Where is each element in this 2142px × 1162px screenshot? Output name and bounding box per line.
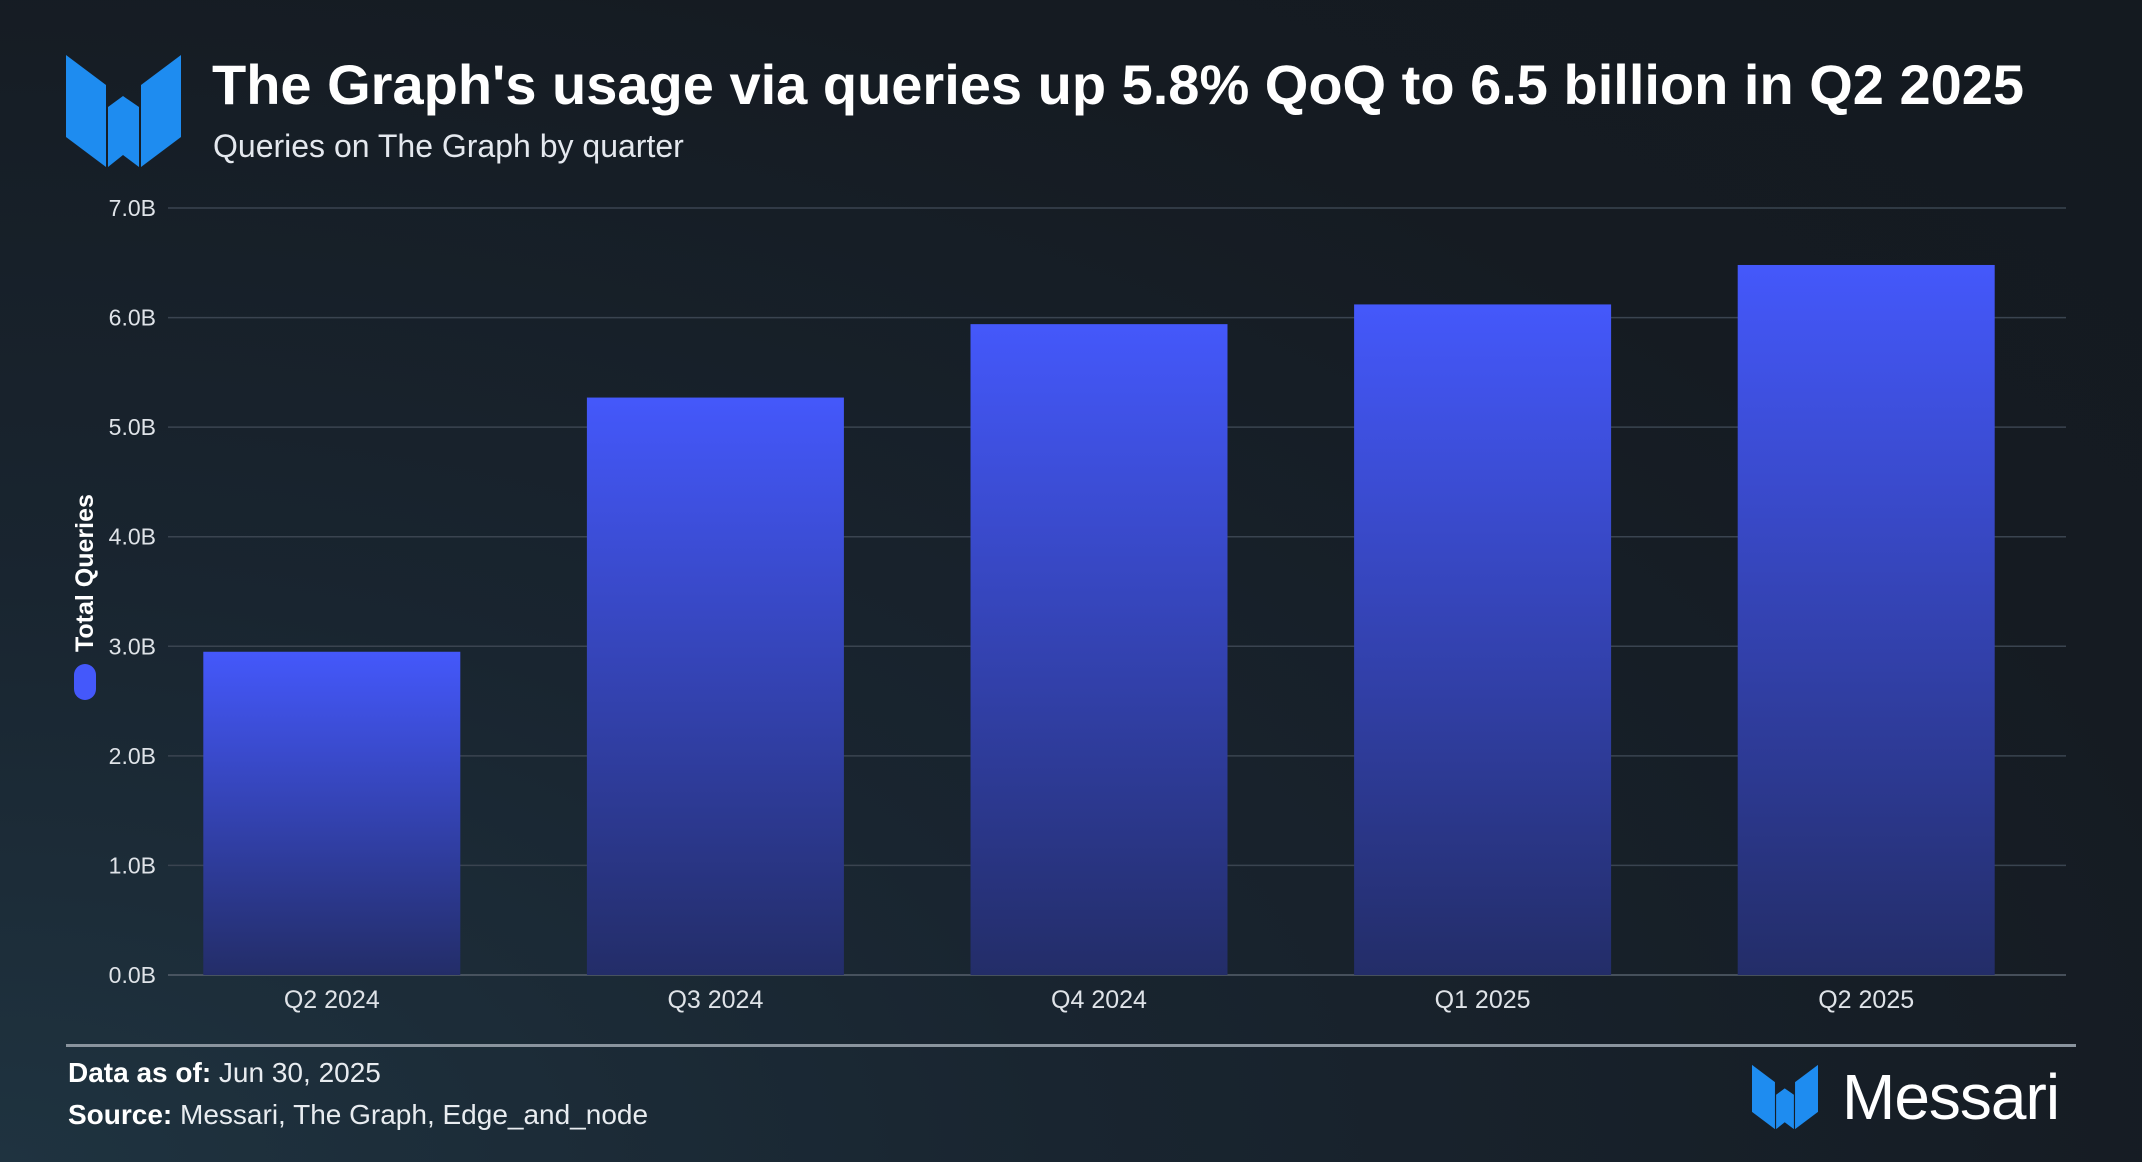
messari-logo-icon xyxy=(1752,1064,1818,1130)
data-as-of: Data as of: Jun 30, 2025 xyxy=(68,1057,381,1089)
y-tick-label: 0.0B xyxy=(109,962,156,988)
y-tick-label: 5.0B xyxy=(109,414,156,440)
legend-swatch xyxy=(74,664,96,700)
y-axis-label: Total Queries xyxy=(71,494,99,652)
brand: Messari xyxy=(1752,1061,2060,1133)
source: Source: Messari, The Graph, Edge_and_nod… xyxy=(68,1099,648,1131)
legend: Total Queries xyxy=(71,494,99,700)
messari-logo-icon xyxy=(66,55,181,167)
y-tick-label: 3.0B xyxy=(109,633,156,659)
y-tick-label: 6.0B xyxy=(109,305,156,331)
x-tick-label: Q2 2024 xyxy=(284,986,380,1014)
footer-divider-right xyxy=(1076,1044,2076,1047)
footer-divider xyxy=(66,1044,1076,1047)
chart-subtitle: Queries on The Graph by quarter xyxy=(213,128,684,164)
data-as-of-value: Jun 30, 2025 xyxy=(211,1057,381,1088)
data-as-of-label: Data as of: xyxy=(68,1057,212,1088)
y-tick-label: 1.0B xyxy=(109,852,156,878)
chart-title: The Graph's usage via queries up 5.8% Qo… xyxy=(212,53,2025,116)
y-tick-label: 7.0B xyxy=(109,195,156,221)
y-tick-label: 4.0B xyxy=(109,524,156,550)
brand-name: Messari xyxy=(1842,1061,2060,1133)
bar-q1-2025 xyxy=(1354,304,1612,975)
source-value: Messari, The Graph, Edge_and_node xyxy=(172,1099,649,1130)
bar-q2-2025 xyxy=(1737,264,1995,975)
x-tick-label: Q2 2025 xyxy=(1818,986,1914,1014)
x-tick-label: Q4 2024 xyxy=(1051,986,1147,1014)
bar-q2-2024 xyxy=(203,651,461,975)
y-tick-label: 2.0B xyxy=(109,743,156,769)
x-tick-label: Q1 2025 xyxy=(1435,986,1531,1014)
bar-q3-2024 xyxy=(586,397,844,975)
bar-q4-2024 xyxy=(970,324,1228,975)
bar-chart: 0.0B 1.0B 2.0B 3.0B 4.0B 5.0B 6.0B 7.0B Q2 2024… xyxy=(71,195,2066,1014)
x-tick-label: Q3 2024 xyxy=(667,986,763,1014)
source-label: Source: xyxy=(68,1099,173,1130)
